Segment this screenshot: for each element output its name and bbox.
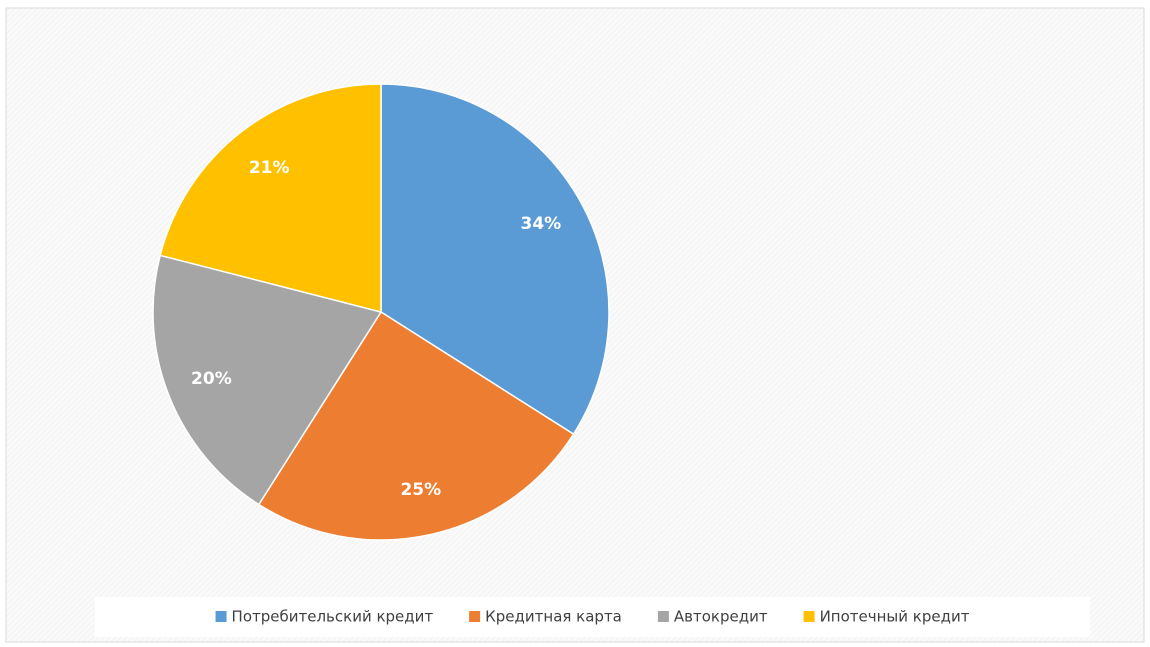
pie-slice (152, 254, 383, 506)
legend: Потребительский кредит Кредитная карта Авт… (215, 608, 970, 626)
legend-swatch (215, 611, 227, 622)
legend-swatch (469, 611, 481, 622)
pie: 34% 25% 20% 21% (152, 83, 610, 541)
legend-swatch (803, 611, 815, 622)
pie-slice (159, 83, 382, 313)
pie-slice (257, 310, 575, 541)
legend-label: Кредитная карта (485, 608, 622, 626)
legend-label: Потребительский кредит (232, 608, 434, 626)
legend-label: Автокредит (674, 608, 768, 626)
legend-label: Ипотечный кредит (820, 608, 970, 626)
data-label: 21% (249, 158, 290, 178)
data-label: 34% (520, 214, 561, 234)
legend-swatch (657, 611, 669, 622)
pie-slice (380, 83, 610, 436)
legend-box (95, 597, 1090, 637)
data-label: 20% (191, 369, 232, 389)
data-label: 25% (400, 480, 441, 500)
